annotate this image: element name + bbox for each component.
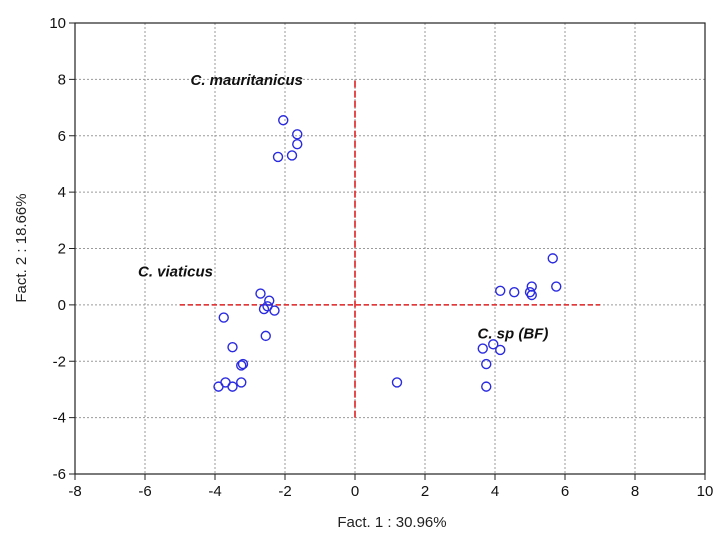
data-point [278,115,289,126]
y-tick-label: -2 [53,353,66,370]
x-tick-label: 0 [351,483,359,500]
x-tick-label: 4 [491,483,499,500]
grid-lines [75,23,705,474]
y-tick-label: 2 [58,241,66,258]
x-tick-label: -2 [278,483,291,500]
data-point [264,295,275,306]
plot-border [74,22,706,475]
data-point [260,330,271,342]
x-tick-label: -8 [68,483,81,500]
data-point [236,360,247,371]
data-point [495,285,506,296]
data-point [213,381,224,392]
x-tick-label: 8 [631,483,639,500]
data-point [227,341,238,353]
x-axis-title: Fact. 1 : 30.96% [337,514,446,531]
y-tick-label: 8 [58,71,66,88]
annotations: C. mauritanicus C. viaticus C. sp (BF) [138,72,548,343]
data-point [495,344,506,356]
y-tick-label: 0 [58,297,66,314]
data-point [547,253,558,264]
x-tick-label: 10 [697,483,714,500]
data-point [481,381,492,392]
reference-lines [180,79,600,418]
data-point [255,288,266,299]
x-tick-label: 6 [561,483,569,500]
data-point [488,339,499,350]
species-annotation: C. viaticus [138,264,213,281]
y-tick-label: 10 [49,15,66,32]
data-point [269,305,280,316]
y-tick-label: 6 [58,128,66,145]
data-point [509,286,520,298]
data-point [258,303,270,315]
species-annotation: C. mauritanicus [191,72,304,89]
data-point [524,286,536,298]
x-tick-label: 2 [421,483,429,500]
data-point [526,289,537,301]
data-point [526,281,537,292]
data-point [551,281,562,292]
data-point [292,129,303,140]
y-tick-label: 4 [58,184,66,201]
data-point [477,343,488,354]
data-point [292,139,303,150]
data-point [391,377,403,388]
y-axis-title: Fact. 2 : 18.66% [13,193,30,302]
data-point [236,377,247,388]
y-tick-label: -6 [53,466,66,483]
species-annotation: C. sp (BF) [478,326,549,343]
data-point [272,151,284,163]
x-tick-label: -6 [138,483,151,500]
data-point [227,381,238,392]
data-point [481,358,492,370]
data-point [237,358,249,370]
x-tick-label: -4 [208,483,221,500]
data-point [286,150,298,161]
data-point [218,312,229,323]
y-tick-label: -4 [53,410,66,427]
plot-frame [74,22,706,475]
data-points [213,115,562,392]
